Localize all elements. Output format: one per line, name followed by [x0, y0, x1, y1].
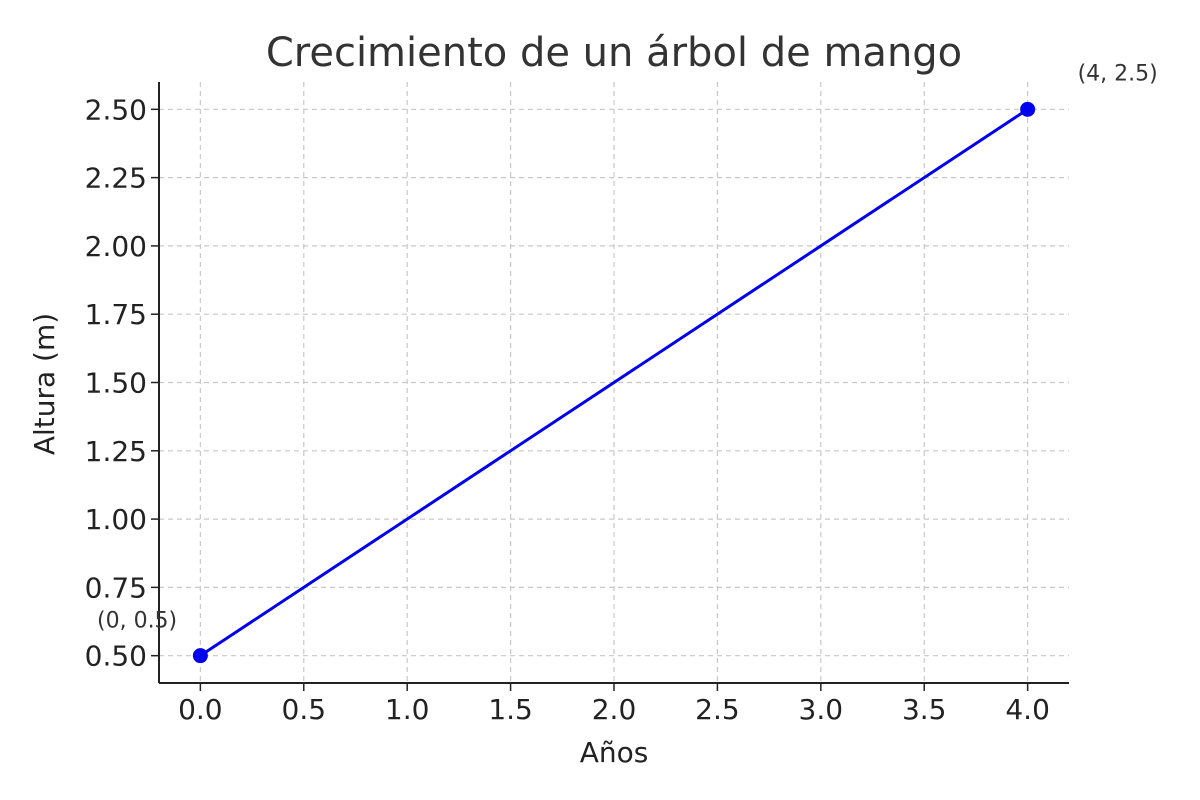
series [192, 101, 1036, 664]
ticks: 0.0 0.5 1.0 1.5 2.0 2.5 3.0 3.5 4.0 0.50 0.75 1.00 1… [85, 93, 1050, 726]
x-tick-label: 3.5 [902, 693, 947, 726]
x-tick-label: 1.0 [385, 693, 430, 726]
annotations: (0, 0.5) (4, 2.5) [97, 61, 1158, 633]
x-tick-label: 0.0 [178, 693, 223, 726]
series-line [199, 108, 1029, 657]
point-annotation: (0, 0.5) [97, 609, 177, 634]
data-point [1020, 101, 1036, 117]
y-tick-label: 2.50 [85, 93, 147, 126]
chart-title: Crecimiento de un árbol de mango [266, 30, 962, 76]
grid [159, 82, 1069, 683]
y-tick-label: 2.25 [85, 162, 147, 195]
x-tick-label: 3.0 [799, 693, 844, 726]
y-tick-label: 1.00 [85, 503, 147, 536]
data-point [192, 648, 208, 664]
y-tick-label: 1.75 [85, 298, 147, 331]
x-tick-label: 1.5 [488, 693, 533, 726]
y-tick-label: 1.25 [85, 435, 147, 468]
x-tick-label: 4.0 [1005, 693, 1050, 726]
y-tick-label: 1.50 [85, 367, 147, 400]
x-axis-label: Años [580, 736, 649, 769]
x-tick-label: 2.5 [695, 693, 740, 726]
y-axis-label: Altura (m) [28, 313, 61, 455]
x-tick-label: 2.0 [592, 693, 637, 726]
point-annotation: (4, 2.5) [1078, 61, 1158, 86]
y-tick-label: 0.75 [85, 571, 147, 604]
x-tick-label: 0.5 [282, 693, 327, 726]
y-tick-label: 2.00 [85, 230, 147, 263]
y-tick-label: 0.50 [85, 640, 147, 673]
